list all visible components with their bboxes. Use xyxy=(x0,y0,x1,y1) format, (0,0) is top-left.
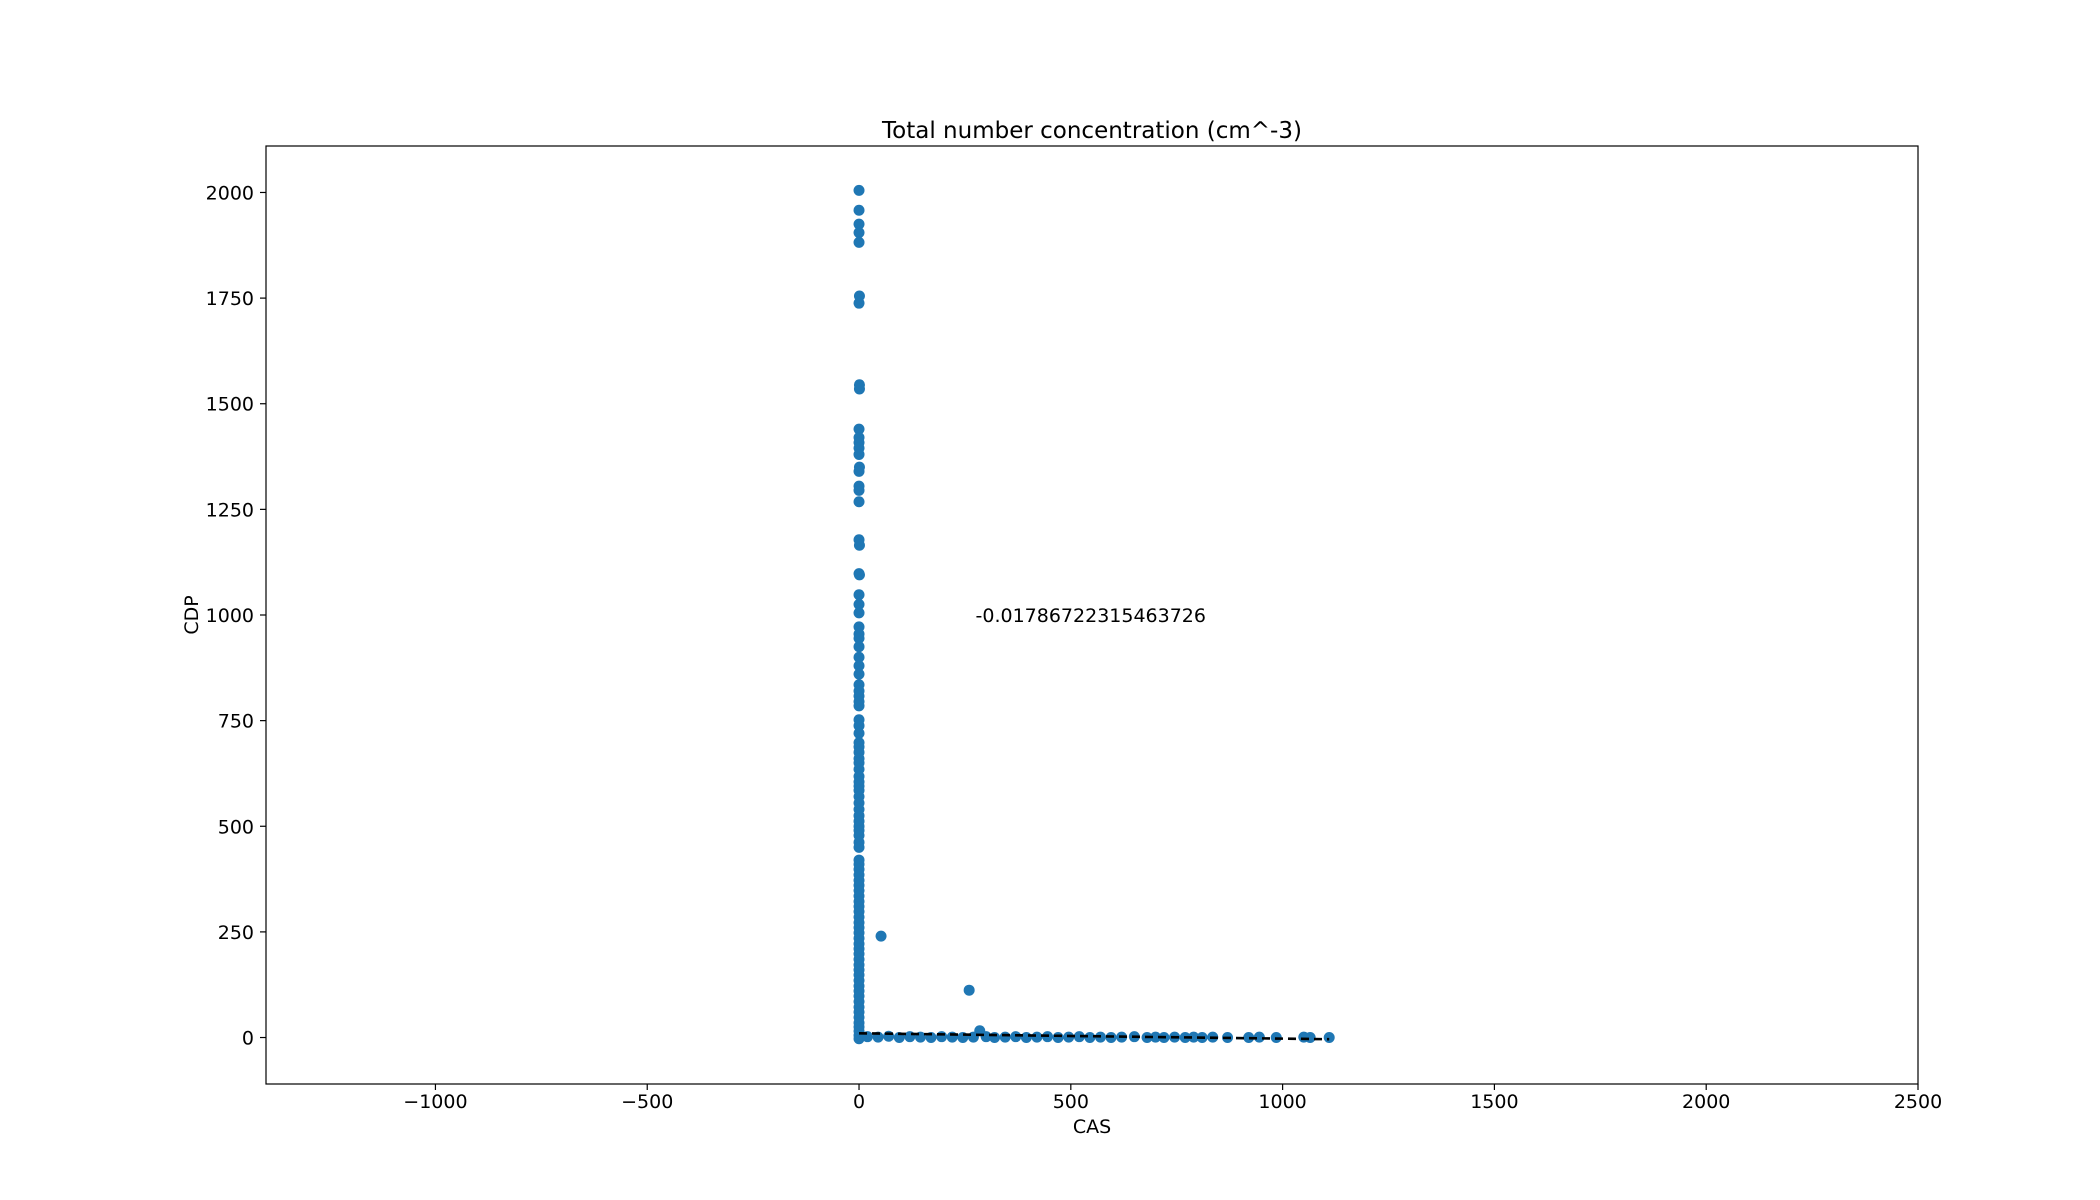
data-point xyxy=(853,204,865,216)
data-point xyxy=(853,227,865,239)
x-tick-label: 2000 xyxy=(1682,1091,1730,1113)
data-point xyxy=(1188,1031,1200,1043)
data-point xyxy=(853,1033,865,1045)
fit-line-group xyxy=(859,1031,1330,1041)
y-tick-label: 1250 xyxy=(206,499,254,521)
y-tick-label: 2000 xyxy=(206,182,254,204)
x-axis-ticks: −1000 −500 0 500 1000 1500 2000 2500 xyxy=(403,1084,1942,1113)
y-axis-ticks: 0 250 500 750 1000 1250 1500 1750 2000 xyxy=(206,182,266,1050)
data-point xyxy=(853,569,865,581)
data-point xyxy=(936,1031,948,1043)
y-tick-label: 1500 xyxy=(206,394,254,416)
data-point xyxy=(875,930,887,942)
data-point xyxy=(853,632,865,644)
data-point xyxy=(853,660,865,672)
y-axis-label: CDP xyxy=(181,595,203,634)
data-point xyxy=(853,700,865,712)
data-point xyxy=(853,641,865,653)
data-point xyxy=(999,1031,1011,1043)
data-point xyxy=(853,841,865,853)
x-tick-label: −1000 xyxy=(403,1091,467,1113)
data-point xyxy=(1150,1031,1162,1043)
data-point xyxy=(853,589,865,601)
x-tick-label: 1000 xyxy=(1258,1091,1306,1113)
y-tick-label: 1750 xyxy=(206,288,254,310)
data-point xyxy=(1323,1032,1335,1044)
data-point xyxy=(853,184,865,196)
slope-annotation: -0.01786722315463726 xyxy=(976,605,1207,627)
x-tick-label: 500 xyxy=(1053,1091,1089,1113)
x-tick-label: 1500 xyxy=(1470,1091,1518,1113)
data-point xyxy=(853,668,865,680)
data-point xyxy=(1031,1031,1043,1043)
x-tick-label: 0 xyxy=(853,1091,865,1113)
x-axis-label: CAS xyxy=(1073,1116,1111,1138)
data-point xyxy=(1010,1031,1022,1043)
data-point xyxy=(853,465,865,477)
data-point xyxy=(1052,1032,1064,1044)
data-point xyxy=(853,539,865,551)
y-tick-label: 0 xyxy=(242,1028,254,1050)
data-point xyxy=(1243,1032,1255,1044)
data-point xyxy=(1073,1031,1085,1043)
data-point xyxy=(853,484,865,496)
data-point xyxy=(853,383,865,395)
data-point xyxy=(1020,1032,1032,1044)
y-tick-label: 1000 xyxy=(206,605,254,627)
data-point xyxy=(967,1031,979,1043)
data-point xyxy=(853,651,865,663)
data-point xyxy=(853,297,865,309)
data-point xyxy=(853,607,865,619)
data-point xyxy=(1084,1032,1096,1044)
y-tick-label: 250 xyxy=(218,922,254,944)
data-point xyxy=(1253,1031,1265,1043)
data-point xyxy=(853,236,865,248)
data-point xyxy=(1304,1032,1316,1044)
data-point xyxy=(853,598,865,610)
data-point xyxy=(853,218,865,230)
x-tick-label: −500 xyxy=(621,1091,673,1113)
data-point xyxy=(853,496,865,508)
x-tick-label: 2500 xyxy=(1894,1091,1942,1113)
data-point xyxy=(853,423,865,435)
data-point xyxy=(963,984,975,996)
data-point xyxy=(853,727,865,739)
y-tick-label: 500 xyxy=(218,816,254,838)
chart-title: Total number concentration (cm^-3) xyxy=(881,118,1302,144)
y-tick-label: 750 xyxy=(218,711,254,733)
data-point xyxy=(853,720,865,732)
data-point xyxy=(853,448,865,460)
fit-line xyxy=(859,1031,1330,1041)
